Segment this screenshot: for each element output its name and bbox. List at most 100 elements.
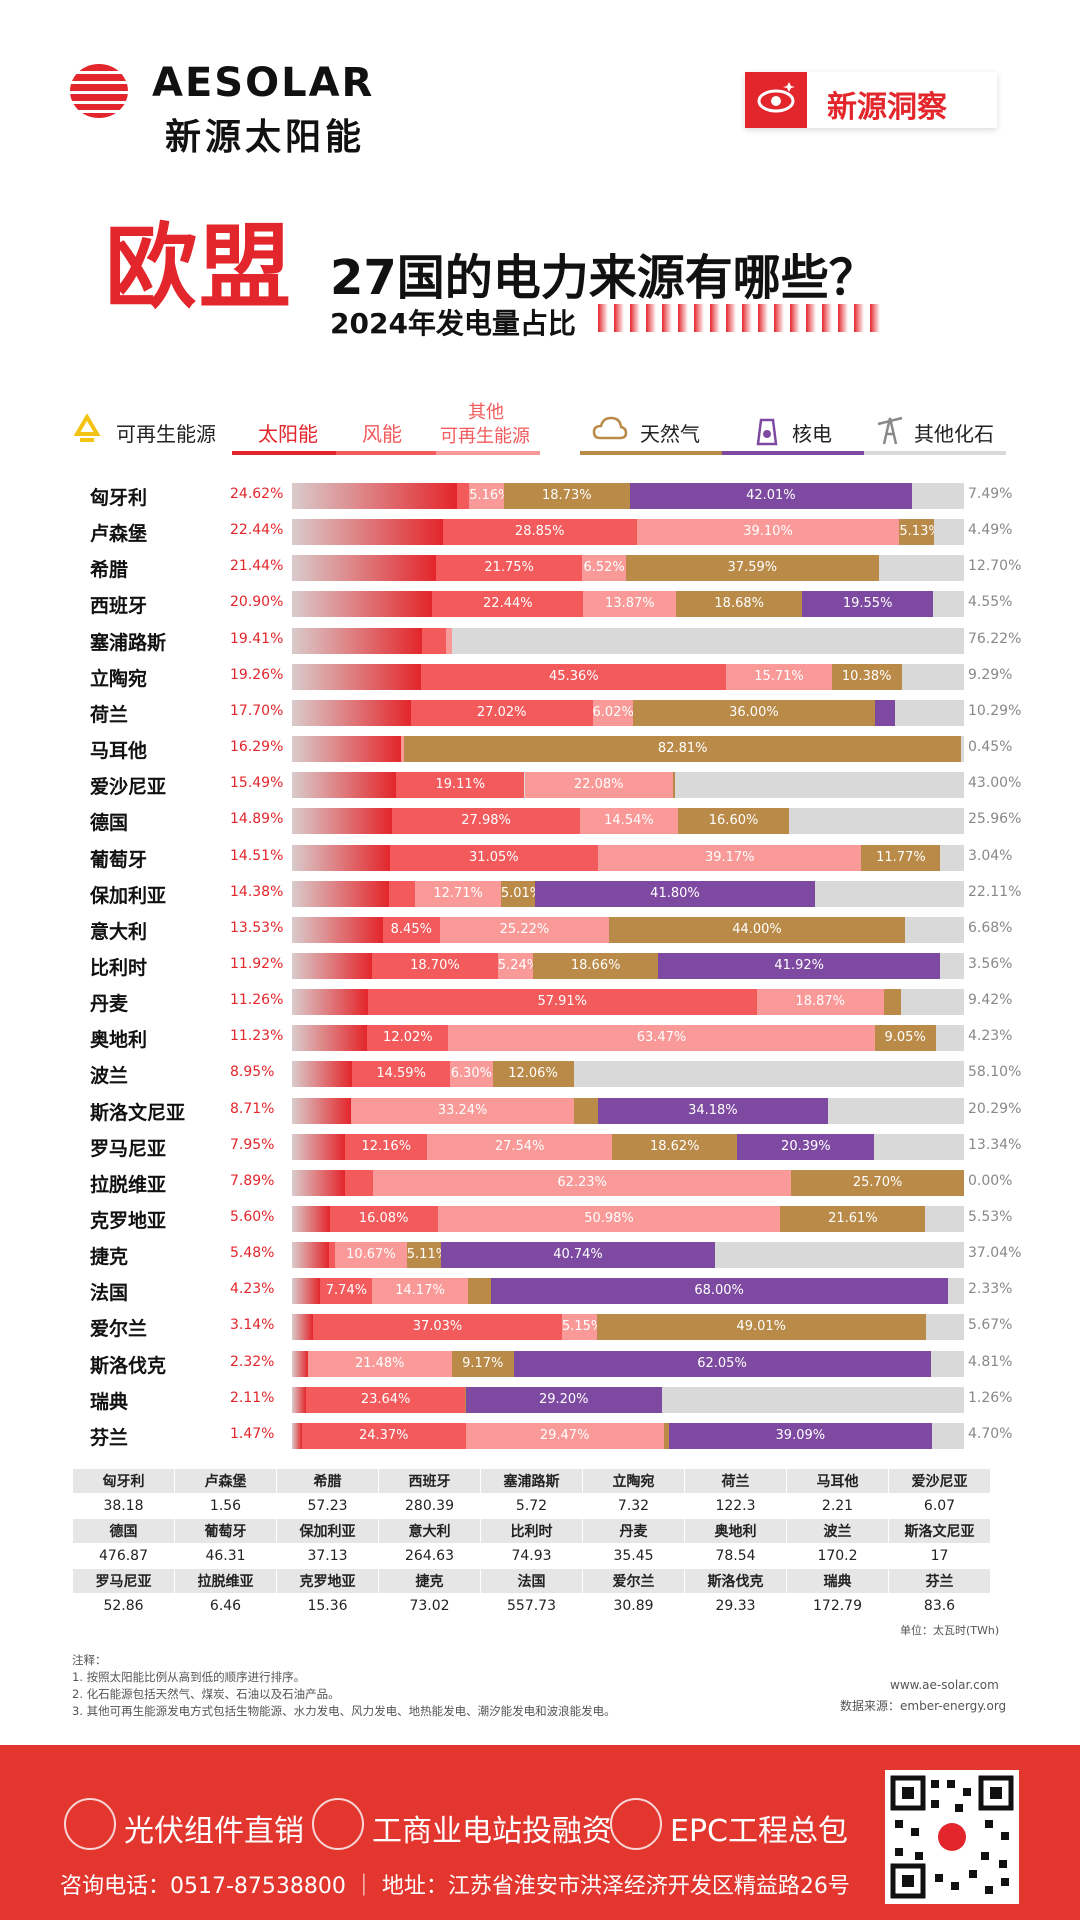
table-value-cell: 7.32 [582,1493,685,1519]
bar-segment-gas: 12.06% [492,1061,574,1088]
bar-track: 45.36% 15.71% 10.38% [292,663,964,690]
other-fossil-label: 4.81% [968,1353,1013,1370]
bar-track: 18.70%5.24%18.66%41.92% [292,952,964,979]
bar-segment-other-renewable: 15.71% [726,663,832,690]
bar-track: 21.48% 9.17% 62.05% [292,1350,964,1377]
bar-segment-other-renewable: 6.52% [582,555,627,582]
badge-label: 新源洞察 [827,90,947,125]
table-country-cell: 捷克 [378,1568,481,1594]
country-label: 奥地利 [90,1029,148,1052]
bar-segment-other-renewable: 33.24% [350,1097,575,1124]
country-label: 马耳他 [90,740,148,763]
solar-share-label: 11.23% [230,1028,284,1045]
table-country-cell: 荷兰 [684,1468,787,1494]
bar-segment-other-renewable: 39.17% [598,844,862,871]
bar-segment-gas: 5.01% [500,880,535,907]
table-value-cell: 557.73 [480,1593,583,1619]
table-header-row: 德国 葡萄牙 保加利亚 意大利 比利时 丹麦 奥地利 波兰 斯洛文尼亚 [72,1518,991,1544]
solar-share-label: 14.38% [230,883,284,900]
bar-segment-nuclear: 42.01% [629,483,913,509]
bar-segment-other-renewable: 6.30% [450,1061,493,1088]
bar-segment-gas: 18.73% [503,483,630,509]
bar-segment-nuclear: 20.39% [737,1133,875,1160]
bar-segment-solar [292,1169,346,1196]
legend-other-renewable-line2: 可再生能源 [440,426,530,447]
table-value-cell: 5.72 [480,1493,583,1519]
chart-row: 法国 4.23% 7.74% 14.17% 68.00% 2.33% [0,1275,1080,1305]
bar-segment-wind: 31.05% [389,844,599,871]
bar-segment-other-renewable: 13.87% [583,591,677,618]
legend-wind: 风能 [362,422,402,446]
other-fossil-label: 58.10% [968,1064,1022,1081]
table-value-cell: 476.87 [72,1543,175,1569]
chart-row: 克罗地亚 5.60% 16.08% 50.98% 21.61% 5.53% [0,1203,1080,1233]
bar-segment-gas: 37.59% [626,555,879,582]
bar-segment-gas: 11.77% [861,844,941,871]
bar-segment-wind: 27.98% [392,808,581,835]
bar-segment-solar [292,591,433,618]
bar-track: 82.81% [292,736,964,763]
bar-segment-solar [292,1278,321,1305]
bar-segment-gas [467,1278,491,1305]
bar-track: 21.75% 6.52% 37.59% [292,555,964,582]
bar-track: 5.16%18.73%42.01% [292,483,964,509]
bar-segment-other-renewable: 14.54% [580,808,678,835]
other-fossil-label: 10.29% [968,702,1022,719]
table-country-cell: 马耳他 [786,1468,889,1494]
bar-segment-wind: 27.02% [410,699,593,726]
bar-segment-wind: 12.16% [345,1133,428,1160]
table-value-cell: 78.54 [684,1543,787,1569]
bar-segment-other-renewable: 12.71% [415,880,501,907]
legend-other-fossil: 其他化石 [914,422,994,446]
bar-track: 14.59% 6.30% 12.06% [292,1061,964,1088]
bar-track: 12.02% 63.47% 9.05% [292,1025,964,1052]
table-unit: 单位：太瓦时(TWh) [900,1624,1000,1637]
bar-segment-wind: 37.03% [313,1314,562,1341]
table-value-row: 38.18 1.56 57.23 280.39 5.72 7.32 122.3 2.21 6.0… [72,1493,991,1519]
table-value-cell: 29.33 [684,1593,787,1619]
legend-gas: 天然气 [640,422,700,446]
bar-segment-gas: 21.61% [780,1206,926,1232]
bar-segment-other-renewable: 63.47% [448,1025,875,1052]
investment-icon [312,1798,364,1850]
chart-row: 爱沙尼亚 15.49% 19.11% 22.08% 43.00% [0,769,1080,799]
bar-segment-wind [457,483,470,509]
other-fossil-label: 3.56% [968,955,1013,972]
other-fossil-label: 3.04% [968,847,1013,864]
bar-segment-wind: 28.85% [442,519,637,546]
chart-row: 拉脱维亚 7.89% 62.23% 25.70% 0.00% [0,1167,1080,1197]
bar-segment-other-renewable: 62.23% [373,1169,792,1196]
solar-share-label: 19.41% [230,630,284,647]
bar-segment-solar [292,1422,302,1449]
country-label: 丹麦 [90,993,129,1016]
bar-track: 12.16% 27.54% 18.62% 20.39% [292,1133,964,1160]
bar-segment-gas: 5.11% [406,1242,442,1269]
bar-segment-solar [292,952,373,979]
bar-segment-nuclear: 29.20% [465,1386,662,1413]
solar-share-label: 1.47% [230,1425,275,1442]
table-value-cell: 46.31 [174,1543,277,1569]
country-label: 罗马尼亚 [90,1137,167,1160]
solar-share-label: 17.70% [230,702,284,719]
bar-track: 7.74% 14.17% 68.00% [292,1278,964,1305]
table-value-cell: 170.2 [786,1543,889,1569]
country-label: 法国 [90,1282,129,1305]
bar-segment-gas: 9.17% [451,1350,514,1377]
bar-segment-gas: 10.38% [831,663,902,690]
bar-segment-other-renewable: 22.08% [524,772,673,799]
bar-segment-other-renewable: 18.87% [756,989,884,1016]
website-link[interactable]: www.ae-solar.com [890,1678,999,1692]
bar-segment-nuclear: 34.18% [598,1097,828,1124]
table-value-cell: 17 [888,1543,991,1569]
country-label: 卢森堡 [90,523,148,546]
bar-segment-gas: 9.05% [874,1025,936,1052]
other-fossil-label: 7.49% [968,486,1013,502]
chart-row: 荷兰 17.70% 27.02% 6.02% 36.00% 10.29% [0,697,1080,727]
qr-code[interactable] [885,1770,1019,1904]
solar-share-label: 5.48% [230,1245,275,1262]
engineering-icon [610,1798,662,1850]
bar-segment-solar [292,1061,353,1088]
bar-segment-solar [292,916,383,943]
bar-segment-other-renewable: 25.22% [439,916,610,943]
table-country-cell: 保加利亚 [276,1518,379,1544]
